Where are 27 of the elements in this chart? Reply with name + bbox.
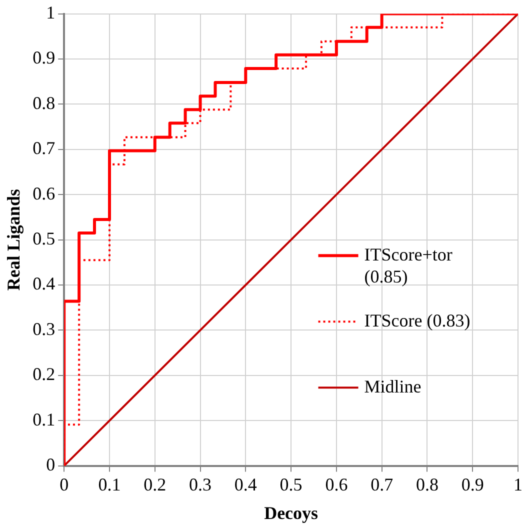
x-axis-title: Decoys [264, 502, 318, 523]
y-tick-label: 0.5 [32, 228, 56, 249]
y-tick-label: 0.3 [32, 318, 56, 339]
legend-label: ITScore (0.83) [364, 310, 470, 330]
x-tick-label: 0.8 [416, 474, 438, 494]
y-tick-label: 1 [46, 2, 56, 23]
x-tick-label: 0.9 [461, 474, 484, 494]
y-tick-label: 0.8 [32, 92, 56, 113]
y-axis-title: Real Ligands [3, 189, 24, 291]
y-tick-label: 0.4 [32, 274, 56, 294]
x-tick-label: 0.2 [144, 474, 166, 494]
y-tick-label: 0.2 [32, 364, 56, 384]
x-tick-label: 0.4 [234, 474, 257, 494]
y-tick-label: 0.9 [32, 48, 56, 68]
y-tick-label: 0 [46, 454, 56, 475]
x-tick-label: 0.7 [370, 474, 394, 494]
y-tick-label: 0.7 [32, 138, 56, 158]
legend-label: Midline [364, 376, 422, 396]
x-tick-label: 1 [514, 474, 522, 494]
y-tick-label: 0.1 [32, 409, 56, 430]
y-tick-label: 0.6 [32, 183, 56, 204]
x-tick-label: 0.5 [280, 474, 302, 494]
x-tick-label: 0.3 [189, 474, 212, 494]
legend-label: ITScore+tor (0.85) [364, 244, 452, 286]
x-tick-label: 0.1 [98, 474, 121, 494]
x-tick-label: 0 [60, 474, 69, 494]
x-tick-label: 0.6 [325, 474, 348, 494]
